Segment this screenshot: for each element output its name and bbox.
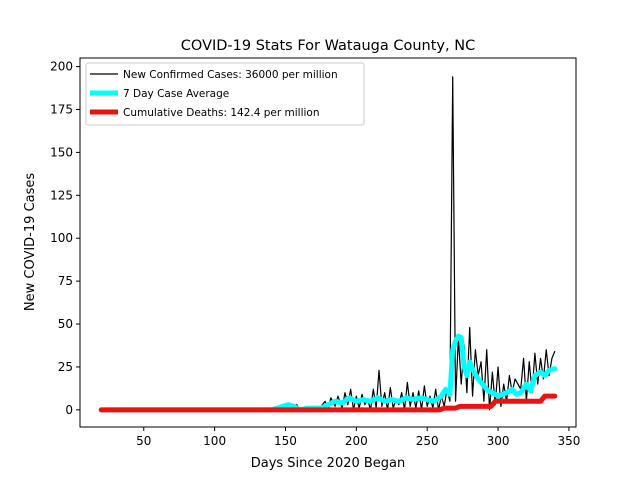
- y-tick-label: 175: [50, 102, 73, 116]
- y-tick-label: 125: [50, 188, 73, 202]
- chart-title: COVID-19 Stats For Watauga County, NC: [181, 38, 475, 54]
- x-tick-label: 350: [557, 434, 580, 448]
- y-tick-label: 25: [58, 360, 73, 374]
- legend-box: [85, 62, 365, 126]
- series-line-3: [98, 393, 558, 413]
- x-tick-label: 250: [416, 434, 439, 448]
- y-tick-label: 50: [58, 317, 73, 331]
- legend-label-2: 7 Day Case Average: [123, 88, 229, 100]
- legend: New Confirmed Cases: 36000 per million 7 …: [85, 62, 365, 126]
- series-line-1: [100, 76, 556, 411]
- y-axis-label: New COVID-19 Cases: [23, 173, 38, 311]
- series-line-2: [98, 333, 558, 413]
- x-tick-label: 100: [203, 434, 226, 448]
- plot-frame: [79, 57, 577, 428]
- legend-label-3: Cumulative Deaths: 142.4 per million: [123, 107, 320, 119]
- y-tick-label: 75: [58, 274, 73, 288]
- y-tick-label: 100: [50, 231, 73, 245]
- legend-label-1: New Confirmed Cases: 36000 per million: [123, 69, 338, 81]
- x-tick-label: 50: [136, 434, 151, 448]
- x-tick-label: 300: [487, 434, 510, 448]
- y-tick-label: 0: [65, 403, 73, 417]
- x-axis-label: Days Since 2020 Began: [251, 456, 406, 471]
- x-tick-label: 150: [274, 434, 297, 448]
- x-tick-label: 200: [345, 434, 368, 448]
- y-tick-label: 150: [50, 145, 73, 159]
- y-tick-label: 200: [50, 60, 73, 74]
